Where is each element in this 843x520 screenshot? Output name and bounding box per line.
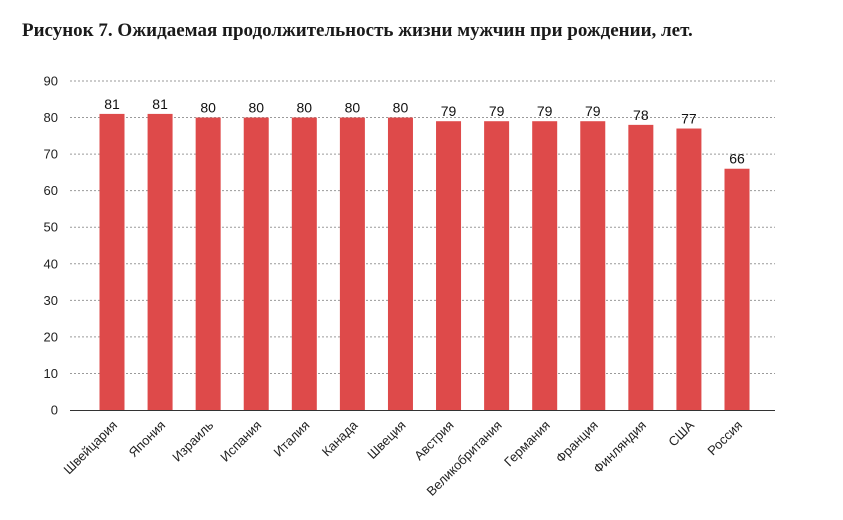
bar-7 xyxy=(387,117,413,411)
data-label: 66 xyxy=(729,151,745,167)
x-tick-label: Франция xyxy=(553,418,601,466)
bar-9 xyxy=(484,121,510,410)
y-tick-label: 40 xyxy=(44,256,58,271)
x-tick-label: Германия xyxy=(501,418,553,470)
bar-12 xyxy=(628,124,654,410)
data-label: 77 xyxy=(681,111,697,127)
chart-title: Рисунок 7. Ожидаемая продолжительность ж… xyxy=(22,20,693,41)
x-tick-label: Швейцария xyxy=(60,418,120,478)
bar-3 xyxy=(195,117,221,411)
bar-6 xyxy=(339,117,365,411)
bar-1 xyxy=(99,113,125,411)
data-labels: 81 81 80 80 80 80 80 79 79 79 79 78 77 66 xyxy=(104,96,745,167)
data-label: 79 xyxy=(585,103,601,119)
bar-11 xyxy=(580,121,606,410)
x-tick-label: Австрия xyxy=(411,418,457,464)
y-tick-label: 0 xyxy=(51,403,58,418)
x-tick-label: Япония xyxy=(126,418,169,461)
y-tick-label: 30 xyxy=(44,293,58,308)
data-label: 80 xyxy=(248,100,264,116)
x-tick-label: Швеция xyxy=(364,418,408,462)
data-label: 80 xyxy=(297,100,313,116)
y-tick-label: 80 xyxy=(44,110,58,125)
data-label: 79 xyxy=(489,103,505,119)
y-tick-label: 70 xyxy=(44,147,58,162)
bar-4 xyxy=(243,117,269,411)
bar-10 xyxy=(532,121,558,410)
y-axis-ticks: 0 10 20 30 40 50 60 70 80 90 xyxy=(44,74,58,418)
y-tick-label: 50 xyxy=(44,220,58,235)
y-tick-label: 90 xyxy=(44,74,58,89)
x-tick-label: Россия xyxy=(704,418,745,459)
bar-14 xyxy=(724,168,750,410)
data-label: 80 xyxy=(393,100,409,116)
y-tick-label: 60 xyxy=(44,183,58,198)
data-label: 79 xyxy=(441,103,457,119)
x-tick-label: Испания xyxy=(217,418,264,465)
x-axis-ticks: Швейцария Япония Израиль Испания Италия Канад… xyxy=(60,417,745,499)
bar-8 xyxy=(436,121,462,410)
grid-lines xyxy=(70,80,775,374)
data-label: 80 xyxy=(200,100,216,116)
bar-13 xyxy=(676,128,702,410)
data-label: 81 xyxy=(104,96,120,112)
y-tick-label: 20 xyxy=(44,329,58,344)
bar-2 xyxy=(147,113,173,411)
data-label: 80 xyxy=(345,100,361,116)
bars xyxy=(99,113,750,411)
data-label: 78 xyxy=(633,107,649,123)
data-label: 79 xyxy=(537,103,553,119)
x-tick-label: Канада xyxy=(319,417,361,459)
bar-5 xyxy=(291,117,317,411)
y-tick-label: 10 xyxy=(44,366,58,381)
x-tick-label: США xyxy=(665,417,697,449)
x-tick-label: Израиль xyxy=(169,417,216,464)
x-tick-label: Италия xyxy=(271,418,313,460)
data-label: 81 xyxy=(152,96,168,112)
